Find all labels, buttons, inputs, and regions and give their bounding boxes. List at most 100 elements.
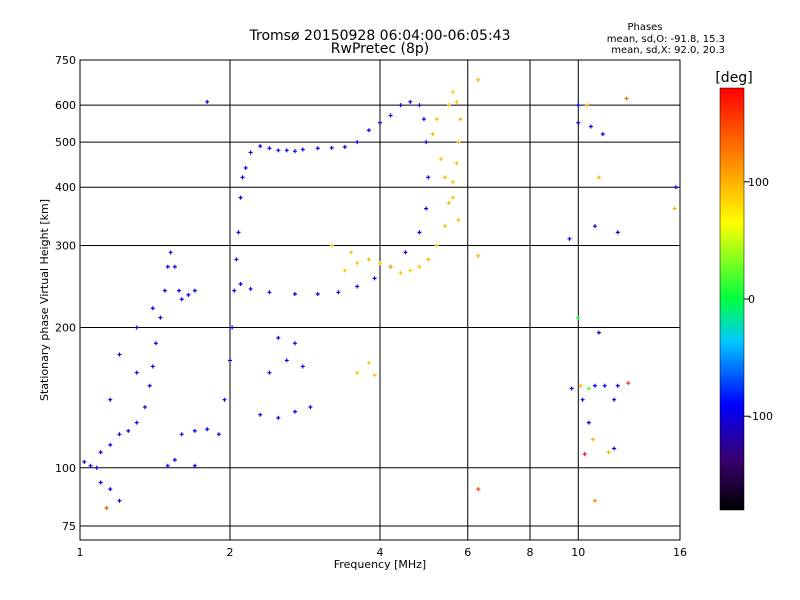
echo-point [82,459,87,464]
colorbar [719,87,745,511]
echo-point [158,315,163,320]
echo-point [329,243,334,248]
echo-point [205,427,210,432]
echo-point [606,450,611,455]
echo-point [403,250,408,255]
y-axis-label: Stationary phase Virtual Height [km] [38,199,51,401]
echo-point [134,325,139,330]
x-tick-label: 2 [227,546,234,559]
colorbar-tick-label: -100 [748,410,773,423]
echo-point [179,297,184,302]
echo-point [408,268,413,273]
y-tick-label: 500 [55,136,76,149]
echo-point [612,397,617,402]
echo-point [248,286,253,291]
y-tick-label: 300 [55,239,76,252]
x-tick-label: 6 [464,546,471,559]
plot-frame [79,59,681,541]
echo-point [438,156,443,161]
phase-x-stats: mean, sd,X: 92.0, 20.3 [611,45,725,56]
echo-point [596,330,601,335]
echo-point [267,370,272,375]
echo-point [417,103,422,108]
echo-point [426,257,431,262]
echo-point [329,145,334,150]
echo-point [582,452,587,457]
colorbar-tick-label: 0 [748,293,755,306]
echo-point [569,386,574,391]
echo-point [366,128,371,133]
echo-point [408,99,413,104]
echo-point [292,292,297,297]
echo-point [592,498,597,503]
echo-point [243,165,248,170]
echo-point [578,383,583,388]
echo-point [576,120,581,125]
echo-point [672,206,677,211]
echo-point [424,206,429,211]
echo-point [378,120,382,125]
echo-point [192,288,197,293]
echo-point [456,218,461,223]
echo-point [336,290,341,295]
echo-point [165,463,170,468]
echo-point [592,383,597,388]
echo-point [222,397,227,402]
echo-point [434,117,439,122]
chart-title: Tromsø 20150928 06:04:00-06:05:43 [249,28,511,44]
echo-point [186,292,191,297]
echo-point [236,230,241,235]
echo-point [342,268,347,273]
echo-point [586,386,591,391]
echo-point [165,264,170,269]
echo-point [673,185,678,190]
echo-point [117,352,122,357]
echo-point [584,103,589,108]
echo-point [349,250,354,255]
echo-point [476,487,481,492]
y-tick-label: 750 [55,54,76,67]
phases-heading: Phases [627,22,662,33]
echo-point [576,103,581,108]
echo-point [366,257,371,262]
echo-point [600,132,605,137]
y-tick-label: 100 [55,462,76,475]
echo-point [378,261,382,266]
colorbar-ticks: 100 0 -100 [744,176,773,423]
echo-point [388,113,393,118]
echo-point [248,150,253,155]
echo-point [388,264,393,269]
echo-point [300,147,305,152]
echo-point [176,288,181,293]
echo-point [172,264,177,269]
x-tick-label: 8 [527,546,534,559]
echo-point [276,148,281,153]
echo-point [476,77,481,82]
x-tick-label: 1 [77,546,84,559]
echo-point [168,250,173,255]
echo-point [442,224,447,229]
echo-point [172,457,177,462]
echo-point [228,358,232,363]
grid-lines [80,60,680,540]
echo-point [476,253,481,258]
echo-point [308,405,313,410]
echo-point [454,99,459,104]
echo-point [426,175,431,180]
echo-point [134,370,139,375]
echo-point [366,360,371,365]
echo-point [424,140,429,145]
echo-point [230,325,235,330]
colorbar-label: [deg] [715,70,752,86]
y-tick-label: 400 [55,181,76,194]
echo-point [292,409,297,414]
echo-point [192,428,197,433]
echo-point [232,288,237,293]
echo-point [238,195,243,200]
echo-point [147,383,152,388]
echo-point [179,432,184,437]
echo-point [580,397,585,402]
echo-point [576,315,581,320]
echo-point [355,261,360,266]
